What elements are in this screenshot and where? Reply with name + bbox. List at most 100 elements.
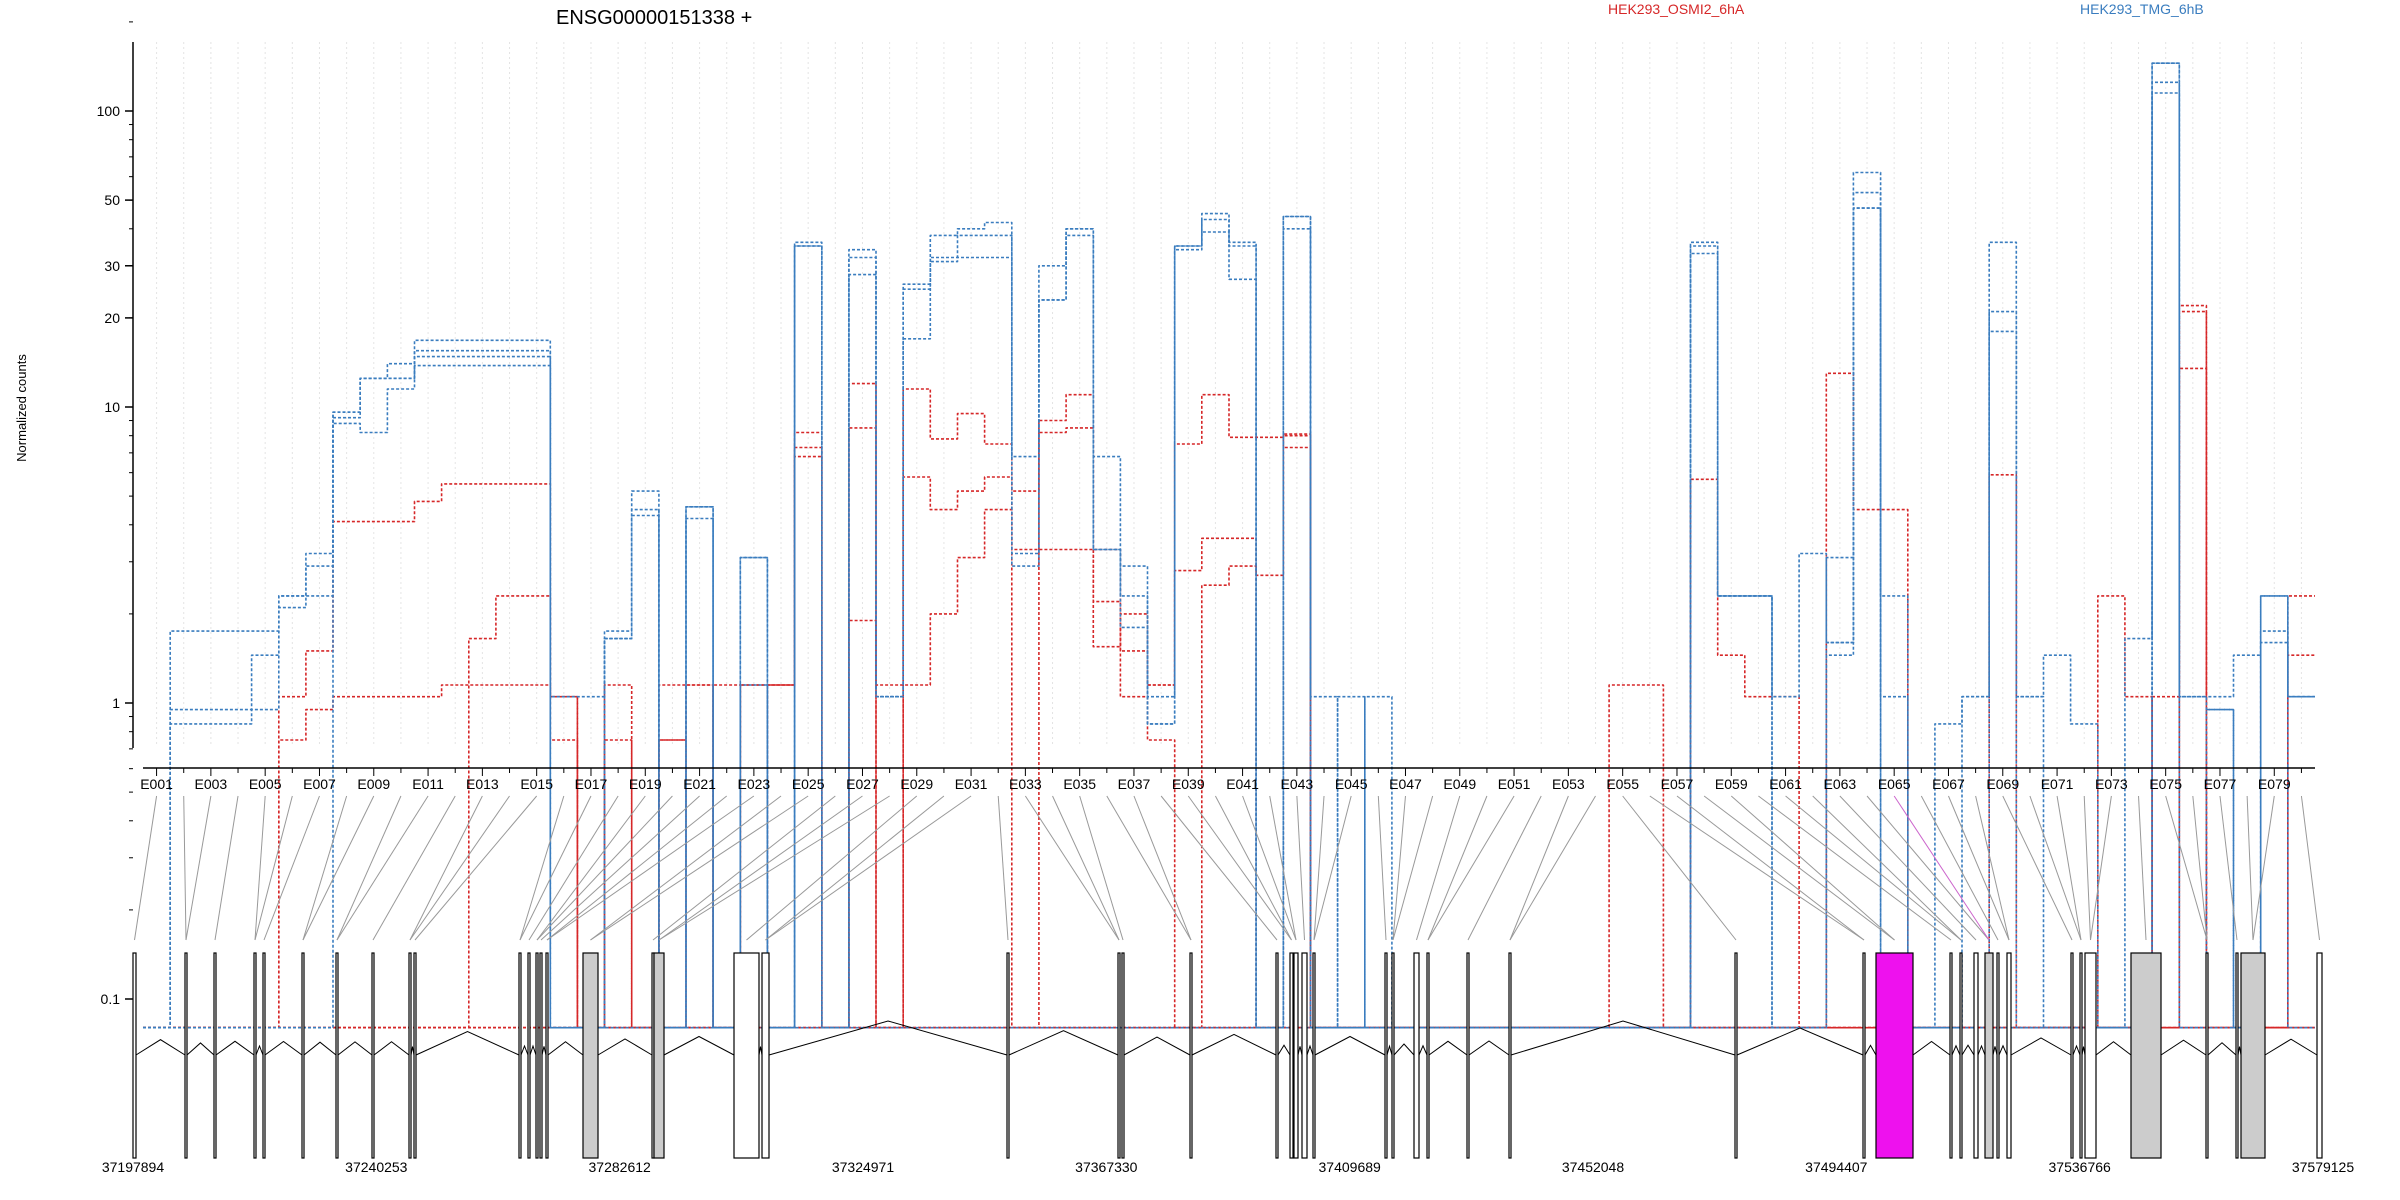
intron-line bbox=[1306, 1044, 1314, 1056]
y-tick-label: 1 bbox=[112, 695, 120, 711]
exon-box bbox=[1949, 952, 1953, 1159]
exon-connector bbox=[1160, 795, 1278, 941]
series-line-8 bbox=[143, 92, 2315, 1029]
exon-box bbox=[1875, 952, 1914, 1159]
exon-box bbox=[2240, 952, 2266, 1159]
intron-line bbox=[520, 1044, 529, 1056]
exon-connector bbox=[1649, 795, 1865, 941]
exon-box bbox=[335, 952, 339, 1159]
x-tick-label: E073 bbox=[2095, 776, 2128, 792]
intron-line bbox=[1951, 1044, 1961, 1056]
intron-line bbox=[1008, 1030, 1119, 1056]
exon-connector bbox=[409, 795, 510, 941]
intron-line bbox=[1123, 1036, 1191, 1056]
genomic-axis: 37197894 37240253 37282612 37324971 37367330… bbox=[102, 1159, 2355, 1175]
exon-connector bbox=[2056, 795, 2082, 941]
x-tick-label: E059 bbox=[1715, 776, 1748, 792]
exon-box bbox=[2235, 952, 2239, 1159]
y-tick-label: 100 bbox=[97, 103, 121, 119]
exon-box bbox=[132, 952, 137, 1159]
exon-box bbox=[527, 952, 531, 1159]
exon-connector bbox=[336, 795, 429, 941]
x-tick-label: E013 bbox=[466, 776, 499, 792]
exon-box bbox=[2084, 952, 2097, 1159]
intron-line bbox=[255, 1044, 264, 1056]
exon-box bbox=[733, 952, 760, 1159]
exon-connector bbox=[1839, 795, 1977, 941]
intron-line bbox=[1297, 1046, 1303, 1056]
exon-box bbox=[1301, 952, 1308, 1159]
intron-line bbox=[1428, 1040, 1468, 1056]
exon-connector bbox=[185, 795, 212, 941]
exon-box bbox=[1973, 952, 1979, 1159]
exon-connector bbox=[2300, 795, 2320, 941]
x-tick-label: E017 bbox=[575, 776, 608, 792]
exon-connector bbox=[1416, 795, 1461, 941]
intron-line bbox=[1277, 1044, 1291, 1056]
y-tick-label: 30 bbox=[104, 258, 120, 274]
exon-connector bbox=[1106, 795, 1192, 941]
exon-connector bbox=[372, 795, 456, 941]
x-tick-label: E067 bbox=[1932, 776, 1965, 792]
exon-box bbox=[1984, 952, 1994, 1159]
x-tick-label: E023 bbox=[738, 776, 771, 792]
genomic-tick-label: 37579125 bbox=[2292, 1159, 2355, 1175]
exon-connector bbox=[590, 795, 809, 941]
intron-line bbox=[1418, 1044, 1428, 1056]
exon-connector bbox=[746, 795, 918, 941]
intron-line bbox=[264, 1040, 303, 1056]
exon-connector bbox=[1703, 795, 1895, 941]
gene-model bbox=[132, 952, 2323, 1159]
exon-connector bbox=[1975, 795, 2010, 941]
exon-box bbox=[2079, 952, 2083, 1159]
intron-line bbox=[1386, 1044, 1393, 1056]
x-tick-label: E015 bbox=[520, 776, 553, 792]
exon-connector bbox=[2029, 795, 2082, 941]
intron-line bbox=[373, 1041, 410, 1056]
exon-box bbox=[1996, 952, 2000, 1159]
exon-box bbox=[301, 952, 305, 1159]
y-axis-label: Normalized counts bbox=[14, 354, 29, 462]
exon-connector bbox=[519, 795, 592, 941]
exon-connector bbox=[1893, 795, 1990, 941]
exon-connector bbox=[1866, 795, 1990, 941]
exon-connector bbox=[540, 795, 700, 941]
x-tick-label: E019 bbox=[629, 776, 662, 792]
x-tick-label: E001 bbox=[140, 776, 173, 792]
x-tick-label: E037 bbox=[1118, 776, 1151, 792]
intron-line bbox=[758, 1046, 763, 1056]
genomic-tick-label: 37409689 bbox=[1319, 1159, 1382, 1175]
exon-connector bbox=[1024, 795, 1120, 941]
intron-line bbox=[303, 1041, 337, 1056]
x-tick-label: E003 bbox=[195, 776, 228, 792]
exon-connector bbox=[546, 795, 728, 941]
x-tick-label: E011 bbox=[412, 776, 444, 792]
intron-line bbox=[2264, 1038, 2318, 1056]
genomic-tick-label: 37324971 bbox=[832, 1159, 895, 1175]
intron-line bbox=[2072, 1044, 2081, 1056]
exon-box bbox=[2205, 952, 2209, 1159]
exon-box bbox=[1117, 952, 1121, 1159]
exon-connector bbox=[528, 795, 619, 941]
exon-box bbox=[2070, 952, 2074, 1159]
x-tick-label: E071 bbox=[2041, 776, 2074, 792]
exon-connector bbox=[1392, 795, 1406, 941]
intron-line bbox=[1998, 1044, 2008, 1056]
x-tick-label: E051 bbox=[1498, 776, 1531, 792]
x-tick-label: E035 bbox=[1063, 776, 1096, 792]
exon-box bbox=[1006, 952, 1010, 1159]
exon-connector bbox=[1313, 795, 1325, 941]
x-tick-label: E025 bbox=[792, 776, 825, 792]
intron-line bbox=[547, 1041, 584, 1056]
exon-box bbox=[653, 952, 665, 1159]
intron-line bbox=[1510, 1020, 1736, 1056]
exon-connector bbox=[765, 795, 972, 941]
x-tick-label: E039 bbox=[1172, 776, 1205, 792]
intron-line bbox=[1977, 1044, 1986, 1056]
exon-box bbox=[413, 952, 417, 1159]
exon-connector bbox=[1242, 795, 1297, 941]
x-tick-label: E031 bbox=[955, 776, 988, 792]
exon-connector bbox=[1676, 795, 1865, 941]
exon-connector bbox=[546, 795, 755, 941]
exon-connector bbox=[254, 795, 293, 941]
